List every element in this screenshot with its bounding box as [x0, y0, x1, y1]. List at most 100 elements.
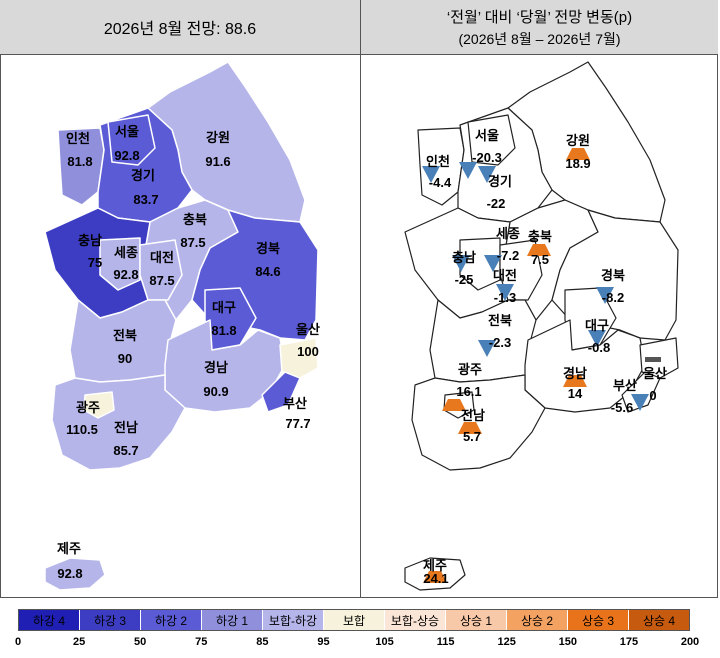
right-region-value: -1.3 — [494, 290, 516, 305]
legend-tick: 95 — [317, 636, 330, 648]
region-seoul — [107, 114, 156, 166]
region-busan — [261, 371, 301, 413]
panel-divider — [360, 0, 361, 598]
right-region-name: 울산 — [643, 366, 667, 381]
legend-swatch: 하강 3 — [80, 610, 141, 630]
right-region-name: 경남 — [563, 366, 587, 381]
legend-tick: 105 — [375, 636, 394, 648]
right-region-name: 경기 — [488, 174, 512, 189]
left-region-value: 83.7 — [133, 192, 158, 207]
legend-tick: 25 — [72, 636, 86, 648]
right-region-value: -4.4 — [429, 175, 452, 190]
left-region-value: 85.7 — [113, 443, 138, 458]
down-marker — [496, 284, 514, 301]
right-region-name: 강원 — [566, 133, 590, 148]
legend-tick: 0 — [14, 636, 22, 648]
up-marker — [527, 244, 551, 256]
left-region-name: 울산 — [296, 322, 320, 337]
right-region-name: 인천 — [426, 154, 450, 169]
right-region-name: 부산 — [613, 378, 637, 393]
right-region-value: 18.9 — [565, 156, 590, 171]
legend-tick: 115 — [436, 636, 455, 648]
right-title-line2: (2026년 8월 – 2026년 7월) — [458, 30, 621, 47]
left-region-name: 대구 — [212, 300, 236, 315]
legend-swatch: 보합-하강 — [263, 610, 324, 630]
up-marker — [458, 422, 482, 434]
legend-swatch: 하강 2 — [141, 610, 202, 630]
left-panel-title: 2026년 8월 전망: 88.6 — [0, 0, 360, 55]
right-region-value: 7.5 — [531, 252, 549, 267]
legend-swatch: 상승 1 — [446, 610, 507, 630]
left-region-name: 부산 — [283, 396, 307, 411]
legend-tick: 85 — [256, 636, 269, 648]
left-region-value: 77.7 — [285, 416, 310, 431]
right-region-name: 제주 — [423, 558, 447, 573]
left-region-value: 81.8 — [67, 154, 92, 169]
left-region-name: 경북 — [256, 241, 280, 256]
right-region-name: 경북 — [601, 268, 625, 283]
left-region-value: 91.6 — [205, 154, 230, 169]
left-region-value: 81.8 — [211, 323, 236, 338]
left-region-name: 인천 — [66, 131, 90, 146]
legend-swatch: 상승 2 — [507, 610, 568, 630]
down-marker — [422, 166, 440, 183]
down-marker — [459, 162, 477, 179]
right-region-value: 5.7 — [463, 429, 481, 444]
left-region-value: 110.5 — [66, 422, 98, 437]
left-region-name: 광주 — [76, 400, 100, 415]
legend-swatch: 하강 4 — [19, 610, 80, 630]
left-region-name: 강원 — [206, 130, 230, 145]
left-region-name: 전남 — [114, 420, 138, 435]
right-region-value: 0 — [649, 388, 656, 403]
right-region-name: 전남 — [461, 408, 485, 423]
left-region-value: 87.5 — [180, 235, 205, 250]
right-map-markers — [422, 148, 661, 583]
right-region-name: 광주 — [458, 362, 482, 377]
legend-swatch: 보합-상승 — [385, 610, 446, 630]
right-change-map: 서울 -20.3 인천 -4.4 경기 -22 강원 18.9 세종 -7.2 충북 7.5 충남 -25… — [404, 61, 679, 591]
up-marker — [563, 375, 587, 387]
up-marker — [566, 148, 590, 160]
right-region-value: -5.6 — [611, 400, 633, 415]
right-region-name: 전북 — [488, 313, 512, 328]
right-region-value: -25 — [455, 272, 474, 287]
legend-swatch: 보합 — [324, 610, 385, 630]
left-region-value: 75 — [88, 255, 102, 270]
legend-tick: 150 — [558, 636, 577, 648]
left-region-name: 전북 — [113, 328, 137, 343]
right-region-name: 대구 — [585, 318, 609, 333]
region-ulsan — [279, 337, 319, 379]
down-marker — [452, 255, 470, 272]
outline-seoul — [467, 114, 516, 166]
down-marker — [631, 394, 649, 411]
left-map-labels: 서울 92.8 인천 81.8 경기 83.7 강원 91.6 충북 87.5 충남 75 세종 92.8… — [57, 124, 320, 581]
right-region-value: 16.1 — [456, 384, 481, 399]
left-title-text: 2026년 8월 전망: 88.6 — [103, 21, 257, 38]
down-marker — [484, 255, 502, 272]
down-marker — [478, 166, 496, 183]
left-region-name: 대전 — [150, 250, 174, 265]
outline-busan — [621, 371, 661, 413]
up-marker — [442, 399, 466, 411]
legend-tick: 175 — [619, 636, 639, 648]
left-region-name: 경기 — [131, 168, 155, 183]
right-map-labels: 서울 -20.3 인천 -4.4 경기 -22 강원 18.9 세종 -7.2 충북 7.5 충남 -25… — [423, 128, 667, 586]
legend-swatch: 하강 1 — [202, 610, 263, 630]
right-region-value: -8.2 — [602, 290, 624, 305]
right-region-value: -2.3 — [489, 335, 511, 350]
right-region-value: -20.3 — [472, 150, 502, 165]
left-region-value: 90 — [118, 351, 132, 366]
legend-swatch: 상승 4 — [629, 610, 689, 630]
left-region-name: 충남 — [78, 233, 102, 248]
left-region-name: 충북 — [183, 212, 207, 227]
legend-swatch: 상승 3 — [568, 610, 629, 630]
right-region-value: -22 — [487, 196, 506, 211]
flat-marker — [645, 357, 661, 362]
left-region-name: 경남 — [204, 360, 228, 375]
left-region-value: 100 — [297, 344, 319, 359]
legend-ticks: 0 25 50 75 85 95 105 115 125 150 175 200 — [0, 636, 720, 652]
right-region-value: 14 — [568, 386, 583, 401]
left-region-value: 87.5 — [149, 273, 174, 288]
legend-tick: 75 — [195, 636, 208, 648]
left-region-name: 서울 — [115, 124, 139, 139]
